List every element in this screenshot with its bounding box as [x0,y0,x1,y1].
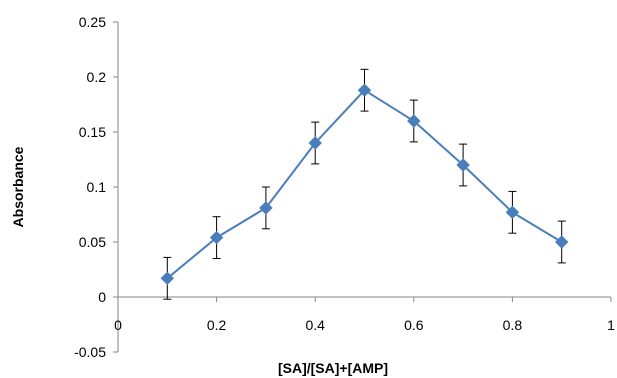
x-tick-label: 0.8 [503,317,523,333]
x-tick-label: 0 [114,317,122,333]
error-bars [163,68,566,300]
data-point [308,136,322,150]
data-point [209,230,224,245]
y-axis-title: Absorbance [10,146,26,227]
x-axis-title: [SA]/[SA]+[AMP] [278,360,388,376]
chart-axes [113,21,612,353]
x-tick-label: 0.4 [305,317,325,333]
x-tick-label: 1 [607,317,615,333]
x-tick-label: 0.2 [207,317,227,333]
data-point [456,158,470,172]
data-series [160,83,569,286]
data-point [357,83,372,97]
series-line [166,88,563,280]
y-axis-tick-labels: -0.05 0 0.05 0.1 0.15 0.2 0.25 [74,14,106,360]
data-point [407,114,421,128]
y-tick-label: -0.05 [74,344,106,360]
y-tick-label: 0.25 [79,14,106,30]
data-point [554,235,569,249]
y-tick-label: 0.05 [79,234,106,250]
y-tick-label: 0 [98,289,106,305]
x-tick-label: 0.6 [404,317,424,333]
x-axis-tick-labels: 0 0.2 0.4 0.6 0.8 1 [114,317,615,333]
y-tick-label: 0.1 [87,179,107,195]
data-point [505,205,520,220]
y-tick-label: 0.2 [87,69,107,85]
data-point [160,271,175,286]
data-point [259,201,273,215]
y-tick-label: 0.15 [79,124,106,140]
